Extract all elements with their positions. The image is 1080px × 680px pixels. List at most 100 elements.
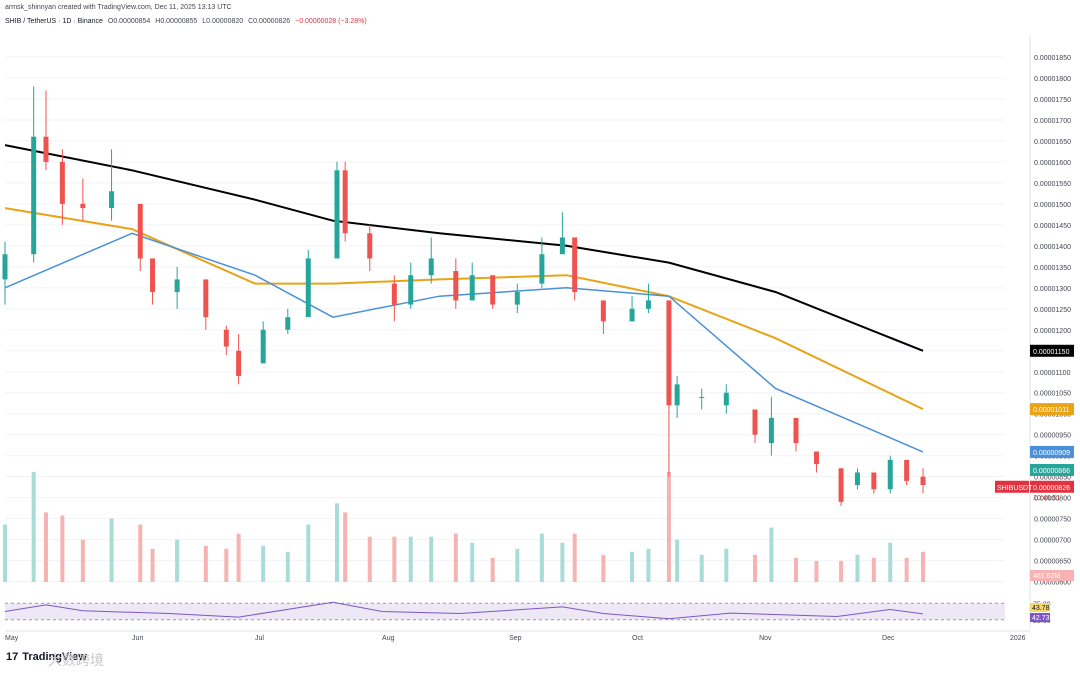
candle-body: [854, 472, 860, 486]
volume-label: 461.62M: [1033, 573, 1060, 580]
price-tick-label: 0.00001800: [1034, 76, 1071, 83]
ema200-line: [4, 144, 924, 352]
candle-body: [871, 472, 877, 490]
price-label-box: [1030, 445, 1074, 458]
candle-body: [305, 258, 311, 318]
price-tick-label: 0.00001450: [1034, 223, 1071, 230]
price-tick-label: 0.00001350: [1034, 265, 1071, 272]
candle-body: [109, 191, 115, 209]
volume-bar: [724, 548, 729, 582]
volume-bar: [80, 539, 85, 582]
volume-bar: [539, 533, 544, 582]
rsi-value-box: [1030, 603, 1050, 612]
volume-bar: [306, 524, 311, 582]
price-tick-label: 0.00000700: [1034, 538, 1071, 545]
open-value: O0.00000854: [107, 18, 151, 25]
volume-bar: [572, 533, 577, 582]
candle-body: [80, 203, 86, 209]
time-axis-label: Jun: [132, 635, 143, 642]
time-axis-label: Jul: [255, 635, 264, 642]
time-axis-label: Dec: [882, 635, 895, 642]
chart-header: armsk_shinnyan created with TradingView.…: [0, 0, 1080, 34]
candle-body: [490, 275, 496, 305]
price-tick-label: 0.00000750: [1034, 517, 1071, 524]
volume-bar: [408, 536, 413, 582]
countdown-label: 10:46:51: [1033, 495, 1060, 502]
price-tick-label: 0.00001850: [1034, 55, 1071, 62]
time-axis-label: Sep: [509, 635, 522, 642]
volume-bar: [470, 542, 475, 582]
volume-bar: [630, 551, 635, 582]
price-label-text: 0.00001011: [1033, 407, 1070, 414]
time-axis-label: Nov: [759, 635, 772, 642]
low-value: L0.00000820: [202, 18, 244, 25]
volume-bar: [429, 536, 434, 582]
volume-bar: [814, 560, 819, 582]
time-axis-label: May: [5, 635, 19, 642]
price-label-text: 0.00001150: [1033, 349, 1070, 356]
price-tick-label: 0.00000650: [1034, 559, 1071, 566]
watermark: 大数跨境: [48, 652, 104, 668]
candle-body: [367, 233, 373, 259]
tradingview-mark-icon: 17: [6, 651, 19, 663]
candle-body: [838, 468, 844, 502]
volume-bar: [392, 536, 397, 582]
candle-body: [43, 136, 49, 162]
volume-bar: [921, 551, 926, 582]
candle-body: [408, 275, 414, 305]
rsi-band: [5, 603, 1005, 620]
candle-body: [514, 292, 520, 305]
time-axis-label: 2026: [1010, 635, 1026, 642]
volume-bar: [285, 551, 290, 582]
volume-bar: [3, 524, 7, 582]
volume-bar: [769, 527, 774, 582]
volume-bar: [109, 518, 114, 582]
candle-body: [674, 384, 680, 406]
candle-body: [285, 317, 291, 330]
volume-bar: [236, 533, 241, 582]
price-tick-label: 0.00001250: [1034, 307, 1071, 314]
candle-body: [174, 279, 180, 293]
price-tick-label: 0.00001700: [1034, 118, 1071, 125]
symbol-name[interactable]: SHIB / TetherUS · 1D · Binance: [5, 18, 103, 25]
candle-body: [666, 300, 672, 406]
price-tick-label: 0.00001050: [1034, 391, 1071, 398]
candle-body: [223, 329, 229, 347]
price-tick-label: 0.00001550: [1034, 181, 1071, 188]
price-tick-label: 0.00001400: [1034, 244, 1071, 251]
candle-body: [391, 283, 397, 305]
candle-body: [645, 300, 651, 309]
high-value: H0.00000855: [155, 18, 198, 25]
candle-body: [236, 350, 242, 376]
candle-body: [559, 237, 565, 255]
price-tick-label: 0.00000950: [1034, 433, 1071, 440]
price-label-text: 0.00000909: [1033, 450, 1070, 457]
rsi-line: [4, 601, 924, 620]
volume-label-box: [1030, 570, 1074, 581]
ema50-line: [4, 232, 924, 453]
volume-bar: [646, 548, 651, 582]
time-axis-label: Oct: [632, 635, 643, 642]
symbol-ohlc-line: SHIB / TetherUS · 1D · Binance O0.000008…: [5, 18, 370, 25]
candle-body: [793, 417, 799, 444]
volume-bar: [666, 472, 671, 582]
volume-bar: [43, 512, 48, 582]
candle-body: [813, 451, 819, 465]
price-label-box: [1030, 480, 1074, 493]
symbol-tag-box: [995, 480, 1029, 493]
volume-bar: [490, 557, 495, 582]
tradingview-logo: 17 TradingView: [6, 651, 87, 663]
volume-bar: [888, 542, 893, 582]
volume-bar: [150, 548, 155, 582]
candle-body: [31, 136, 37, 255]
candle-body: [600, 300, 606, 322]
candle-body: [539, 254, 545, 284]
author-line: armsk_shinnyan created with TradingView.…: [5, 4, 232, 11]
candle-body: [2, 254, 8, 280]
volume-bar: [60, 515, 65, 582]
price-tick-label: 0.00001000: [1034, 412, 1071, 419]
candle-body: [920, 476, 926, 486]
price-tick-label: 0.00001600: [1034, 160, 1071, 167]
change-value: −0.00000028 (−3.28%): [295, 18, 367, 25]
